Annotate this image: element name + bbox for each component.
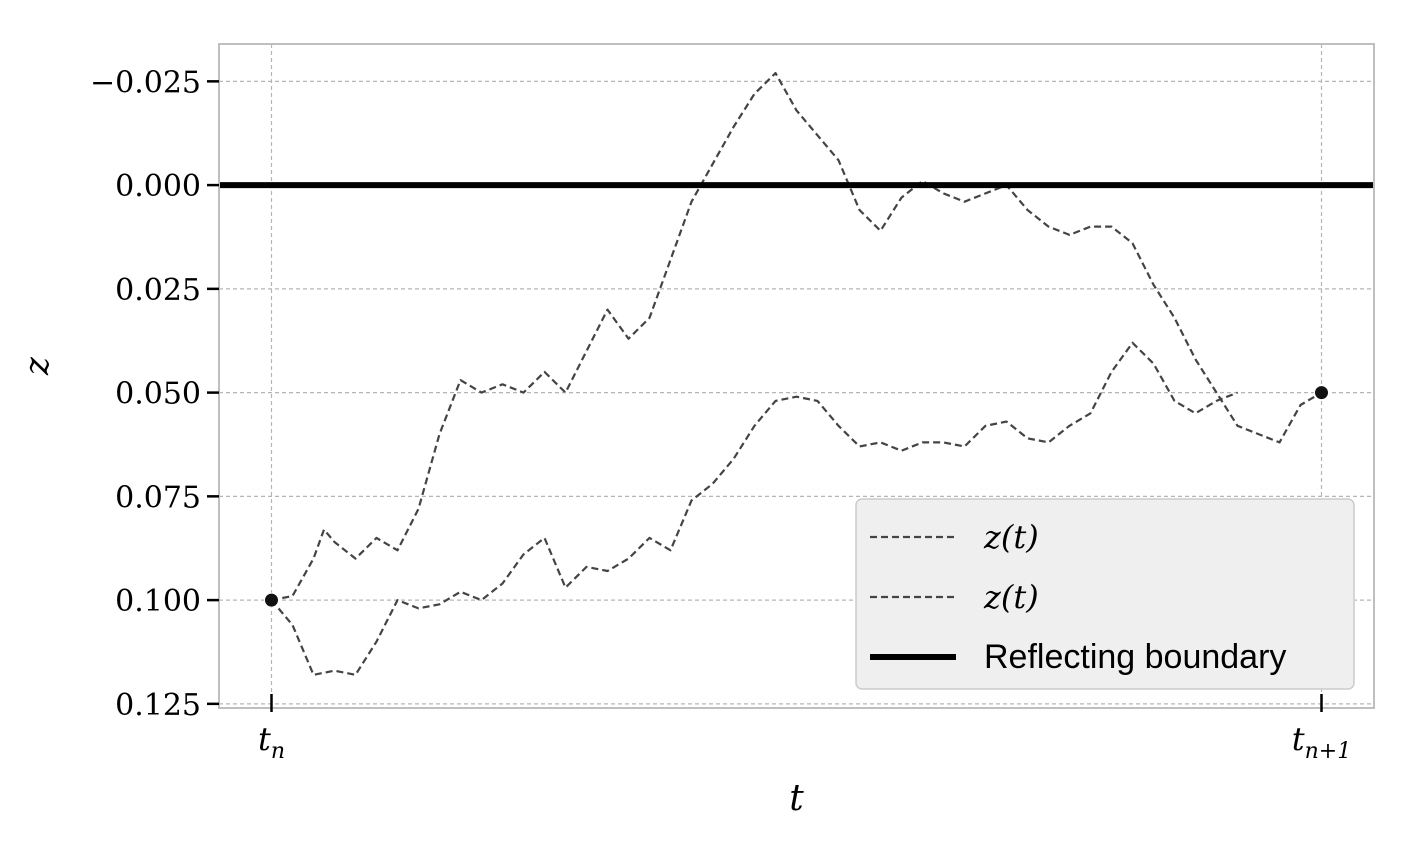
marker-layer (264, 385, 1329, 608)
y-tick-label: 0.000 (115, 169, 201, 204)
endpoint-marker-2 (1314, 385, 1329, 401)
y-tick-label: 0.050 (115, 377, 201, 412)
legend-box (855, 498, 1355, 690)
y-tick-label: 0.100 (115, 584, 201, 619)
plot-frame (218, 43, 1375, 709)
y-tick-label: 0.125 (115, 688, 201, 723)
legend-label-1: z(t) (983, 518, 1039, 556)
x-tick-label: tn+1 (1292, 720, 1351, 764)
series-line-1 (271, 72, 1323, 602)
x-axis-label: t (789, 778, 804, 819)
y-tick-label: −0.025 (90, 65, 201, 100)
legend-label-3: Reflecting boundary (984, 638, 1286, 676)
endpoint-marker-1 (264, 592, 279, 608)
y-tick-label: 0.025 (115, 273, 201, 308)
legend: z(t) z(t) Reflecting boundary (855, 498, 1355, 690)
y-axis-label: z (17, 356, 57, 376)
legend-label-2: z(t) (983, 578, 1039, 616)
label-layer: t z (17, 356, 804, 819)
y-tick-label: 0.075 (115, 480, 201, 515)
series-line-2 (270, 341, 1238, 676)
x-tick-label: tn (258, 720, 285, 764)
tick-layer: −0.025 0.000 0.025 0.050 0.075 0.100 0.125 tn tn… (90, 65, 1351, 764)
series-layer (270, 72, 1323, 676)
